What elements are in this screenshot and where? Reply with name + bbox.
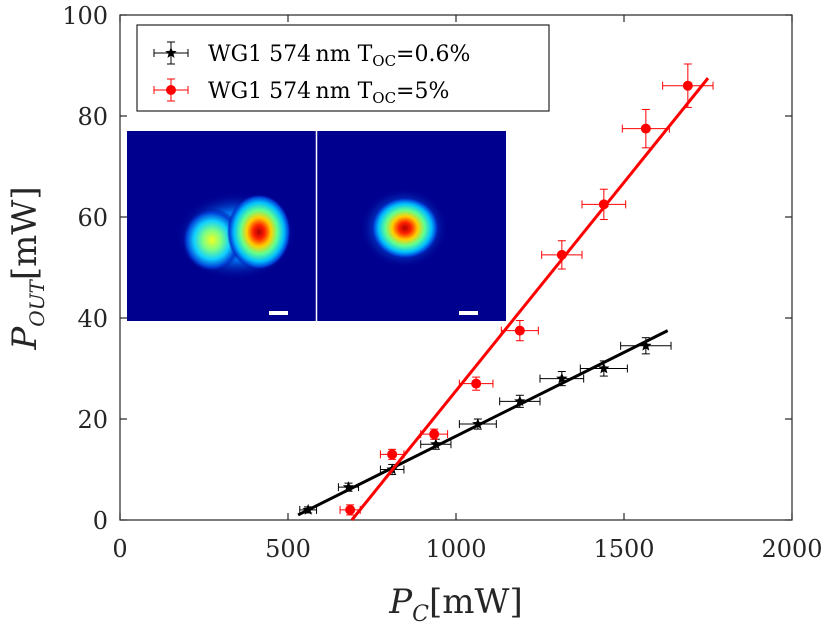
legend-label: WG1 574 nm TOC=5% (208, 79, 449, 107)
inset-beam-images (127, 131, 506, 321)
series-2 (339, 63, 714, 521)
data-point (387, 449, 398, 460)
y-tick-label: 0 (93, 507, 108, 535)
y-tick-label: 80 (77, 103, 108, 131)
inset-left-lobe-b (227, 194, 291, 270)
data-point (598, 362, 610, 374)
y-axis-title: POUT[mW] (5, 186, 49, 350)
legend-entry-1: WG1 574 nm TOC=0.6% (153, 41, 470, 70)
x-axis-title: PC[mW] (388, 582, 522, 624)
data-point (682, 80, 693, 91)
data-point (345, 504, 356, 515)
scale-bar-right (459, 311, 478, 315)
data-point (640, 339, 652, 351)
x-tick-label: 0 (112, 535, 127, 563)
scale-bar-left (269, 311, 288, 315)
y-tick-label: 60 (77, 204, 108, 232)
data-point (472, 418, 484, 429)
data-point (430, 438, 442, 450)
data-point (471, 378, 482, 389)
data-point (302, 503, 314, 515)
fit-line (297, 329, 669, 517)
y-tick-label: 20 (77, 406, 108, 434)
x-tick-label: 2000 (761, 535, 822, 563)
x-tick-label: 1000 (425, 535, 486, 563)
legend-marker (166, 85, 176, 95)
inset-right-spot (371, 197, 439, 259)
legend-marker (165, 47, 177, 58)
y-tick-label: 100 (62, 2, 108, 30)
legend-entry-2: WG1 574 nm TOC=5% (153, 78, 449, 107)
data-point (514, 395, 526, 407)
data-point (640, 123, 651, 134)
legend-box (136, 24, 550, 112)
x-tick-label: 1500 (593, 535, 654, 563)
data-point (429, 429, 440, 440)
data-point (556, 372, 568, 384)
x-tick-label: 500 (265, 535, 311, 563)
data-point (556, 249, 567, 260)
legend-label: WG1 574 nm TOC=0.6% (208, 42, 470, 70)
data-point (514, 325, 525, 336)
series-1 (297, 329, 672, 517)
series-layer (297, 63, 714, 521)
legend: WG1 574 nm TOC=0.6% WG1 574 nm TOC=5% (136, 24, 550, 112)
data-point (598, 199, 609, 210)
axis-ticks: 0 500 1000 1500 2000 0 20 40 60 80 100 (62, 2, 822, 563)
inset-left-lobe-a (182, 208, 242, 272)
data-point (342, 481, 355, 493)
y-tick-label: 40 (77, 305, 108, 333)
fit-line (350, 77, 710, 521)
